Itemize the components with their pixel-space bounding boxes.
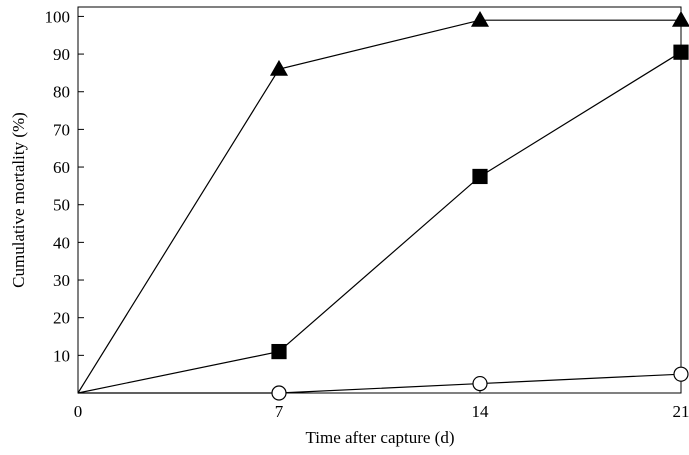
triangle-marker: [470, 10, 490, 27]
x-tick-label: 21: [673, 402, 689, 421]
y-tick-label: 100: [45, 7, 71, 26]
square-marker: [673, 44, 689, 60]
series-line: [77, 19, 681, 394]
y-tick-label: 40: [53, 233, 70, 252]
x-tick-label: 7: [275, 402, 284, 421]
y-tick-label: 50: [53, 196, 70, 215]
y-tick-label: 70: [53, 120, 70, 139]
plot-frame: [77, 6, 682, 394]
series-line: [78, 373, 682, 394]
square-marker: [271, 343, 287, 360]
x-tick-label: 14: [472, 402, 490, 421]
y-tick-label: 20: [53, 309, 70, 328]
y-tick-label: 30: [53, 271, 70, 290]
y-tick-label: 90: [53, 45, 70, 64]
x-tick-label: 0: [74, 402, 83, 421]
circle-marker: [673, 366, 689, 382]
square-marker: [472, 168, 488, 185]
circle-marker: [271, 385, 287, 401]
y-tick-label: 60: [53, 158, 70, 177]
y-axis-label: Cumulative mortality (%): [9, 112, 28, 288]
y-tick-label: 80: [53, 83, 70, 102]
series-line: [77, 51, 682, 394]
triangle-marker: [269, 59, 289, 76]
y-tick-label: 10: [53, 346, 70, 365]
x-axis-label: Time after capture (d): [305, 428, 454, 447]
circle-marker: [472, 375, 488, 392]
triangle-marker: [671, 10, 689, 27]
